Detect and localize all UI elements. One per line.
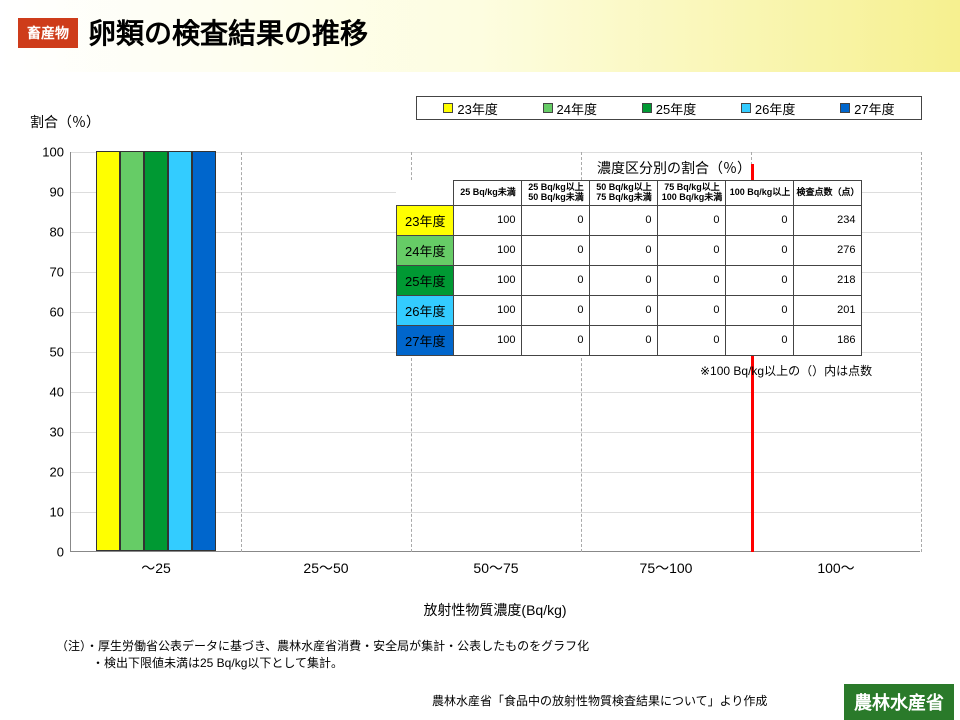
table-cell: 0	[726, 295, 794, 325]
table-cell: 100	[454, 265, 522, 295]
x-tick: ～25	[141, 558, 171, 578]
legend-label: 25年度	[656, 99, 696, 118]
table-header: 100 Bq/kg以上	[726, 181, 794, 206]
table-cell: 0	[590, 265, 658, 295]
table-year: 23年度	[397, 205, 454, 235]
legend-label: 26年度	[755, 99, 795, 118]
legend-label: 23年度	[457, 99, 497, 118]
y-tick: 30	[34, 425, 64, 440]
table-header: 75 Bq/kg以上100 Bq/kg未満	[658, 181, 726, 206]
y-tick: 60	[34, 305, 64, 320]
footnote-2: ・検出下限値未満は25 Bq/kg以下として集計。	[56, 655, 589, 672]
data-table: 25 Bq/kg未満25 Bq/kg以上50 Bq/kg未満50 Bq/kg以上…	[396, 180, 862, 356]
footnote-1: （注）・厚生労働省公表データに基づき、農林水産省消費・安全局が集計・公表したもの…	[56, 638, 589, 655]
legend-swatch	[840, 103, 850, 113]
bar	[144, 151, 168, 551]
legend-item: 26年度	[741, 99, 795, 118]
table-header: 50 Bq/kg以上75 Bq/kg未満	[590, 181, 658, 206]
table-cell: 0	[522, 235, 590, 265]
table-cell: 0	[658, 295, 726, 325]
table-cell: 276	[794, 235, 862, 265]
bar	[96, 151, 120, 551]
y-tick: 70	[34, 265, 64, 280]
bar	[168, 151, 192, 551]
table-cell: 0	[522, 295, 590, 325]
table-cell: 0	[522, 325, 590, 355]
table-cell: 0	[726, 325, 794, 355]
y-axis-label: 割合（％）	[30, 112, 100, 132]
table-header: 検査点数（点）	[794, 181, 862, 206]
table-cell: 0	[726, 205, 794, 235]
table-header: 25 Bq/kg未満	[454, 181, 522, 206]
table-cell: 0	[726, 265, 794, 295]
table-cell: 0	[590, 235, 658, 265]
legend-label: 24年度	[557, 99, 597, 118]
table-year: 24年度	[397, 235, 454, 265]
legend-swatch	[642, 103, 652, 113]
bar	[120, 151, 144, 551]
table-cell: 0	[522, 265, 590, 295]
y-tick: 10	[34, 505, 64, 520]
table-cell: 0	[658, 205, 726, 235]
category-badge: 畜産物	[18, 18, 78, 48]
y-tick: 40	[34, 385, 64, 400]
legend-swatch	[443, 103, 453, 113]
table-cell: 218	[794, 265, 862, 295]
table-header: 25 Bq/kg以上50 Bq/kg未満	[522, 181, 590, 206]
table-cell: 0	[522, 205, 590, 235]
legend-item: 27年度	[840, 99, 894, 118]
ministry-badge: 農林水産省	[844, 684, 954, 720]
table-cell: 201	[794, 295, 862, 325]
table-cell: 0	[658, 325, 726, 355]
table-blank	[397, 181, 454, 206]
y-tick: 80	[34, 225, 64, 240]
table-year: 25年度	[397, 265, 454, 295]
table-cell: 100	[454, 325, 522, 355]
legend-label: 27年度	[854, 99, 894, 118]
legend-swatch	[741, 103, 751, 113]
table-note: ※100 Bq/kg以上の（）内は点数	[700, 362, 872, 379]
x-tick: 50～75	[473, 558, 518, 578]
legend-swatch	[543, 103, 553, 113]
x-axis-label: 放射性物質濃度(Bq/kg)	[70, 600, 920, 620]
table-year: 26年度	[397, 295, 454, 325]
footnotes: （注）・厚生労働省公表データに基づき、農林水産省消費・安全局が集計・公表したもの…	[56, 638, 589, 672]
grid-v	[921, 152, 922, 552]
table-cell: 100	[454, 235, 522, 265]
grid-v	[241, 152, 242, 552]
bar	[192, 151, 216, 551]
y-tick: 0	[34, 545, 64, 560]
table-year: 27年度	[397, 325, 454, 355]
table-cell: 0	[726, 235, 794, 265]
x-tick: 100～	[817, 558, 854, 578]
y-tick: 50	[34, 345, 64, 360]
table-cell: 234	[794, 205, 862, 235]
table-cell: 0	[590, 325, 658, 355]
legend-item: 24年度	[543, 99, 597, 118]
table-cell: 0	[590, 295, 658, 325]
y-tick: 100	[34, 145, 64, 160]
table-cell: 0	[658, 235, 726, 265]
x-tick: 75～100	[640, 558, 693, 578]
table-cell: 0	[590, 205, 658, 235]
table-cell: 186	[794, 325, 862, 355]
table-cell: 100	[454, 295, 522, 325]
table-cell: 0	[658, 265, 726, 295]
legend-item: 23年度	[443, 99, 497, 118]
x-tick: 25～50	[303, 558, 348, 578]
legend-item: 25年度	[642, 99, 696, 118]
y-tick: 20	[34, 465, 64, 480]
table-cell: 100	[454, 205, 522, 235]
y-tick: 90	[34, 185, 64, 200]
page-title: 卵類の検査結果の推移	[88, 12, 368, 52]
source: 農林水産省「食品中の放射性物質検査結果について」より作成	[432, 692, 767, 709]
chart-legend: 23年度 24年度 25年度 26年度 27年度	[416, 96, 922, 120]
table-title: 濃度区分別の割合（％）	[514, 158, 834, 178]
